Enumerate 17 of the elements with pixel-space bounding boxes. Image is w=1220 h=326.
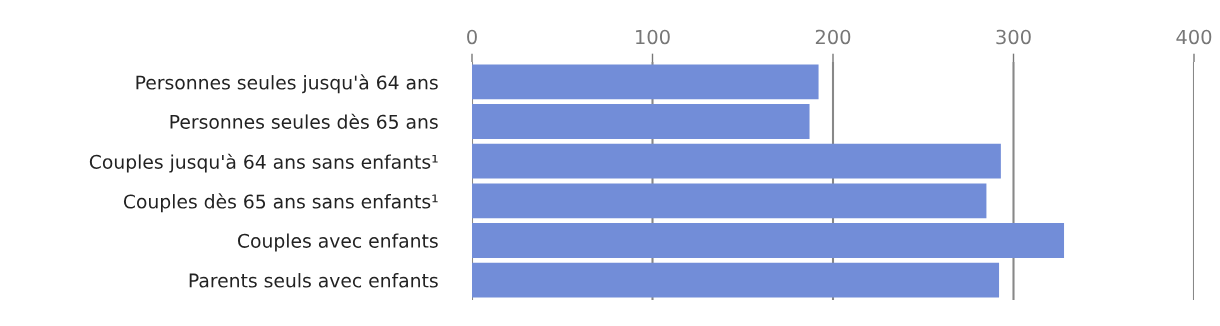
- bar: [472, 104, 810, 139]
- y-tick-label: Couples dès 65 ans sans enfants¹: [123, 193, 438, 213]
- y-tick-label: Personnes seules jusqu'à 64 ans: [136, 74, 438, 94]
- y-tick-label: Personnes seules dès 65 ans: [170, 113, 438, 129]
- x-tick-label: 0: [467, 29, 477, 45]
- y-tick-label: Couples avec enfants: [237, 233, 438, 252]
- x-tick-label: 400: [1176, 29, 1212, 45]
- bar: [472, 183, 987, 219]
- x-tick-label: 300: [996, 29, 1031, 45]
- y-tick-label: Couples jusqu'à 64 ans sans enfants¹: [89, 153, 438, 173]
- bar: [472, 262, 1000, 298]
- bar: [472, 64, 819, 100]
- y-tick-label: Parents seuls avec enfants: [189, 273, 438, 288]
- bar: [472, 143, 1001, 179]
- x-tick-label: 100: [636, 29, 670, 45]
- bar: [472, 223, 1065, 258]
- x-tick-label: 200: [815, 29, 851, 45]
